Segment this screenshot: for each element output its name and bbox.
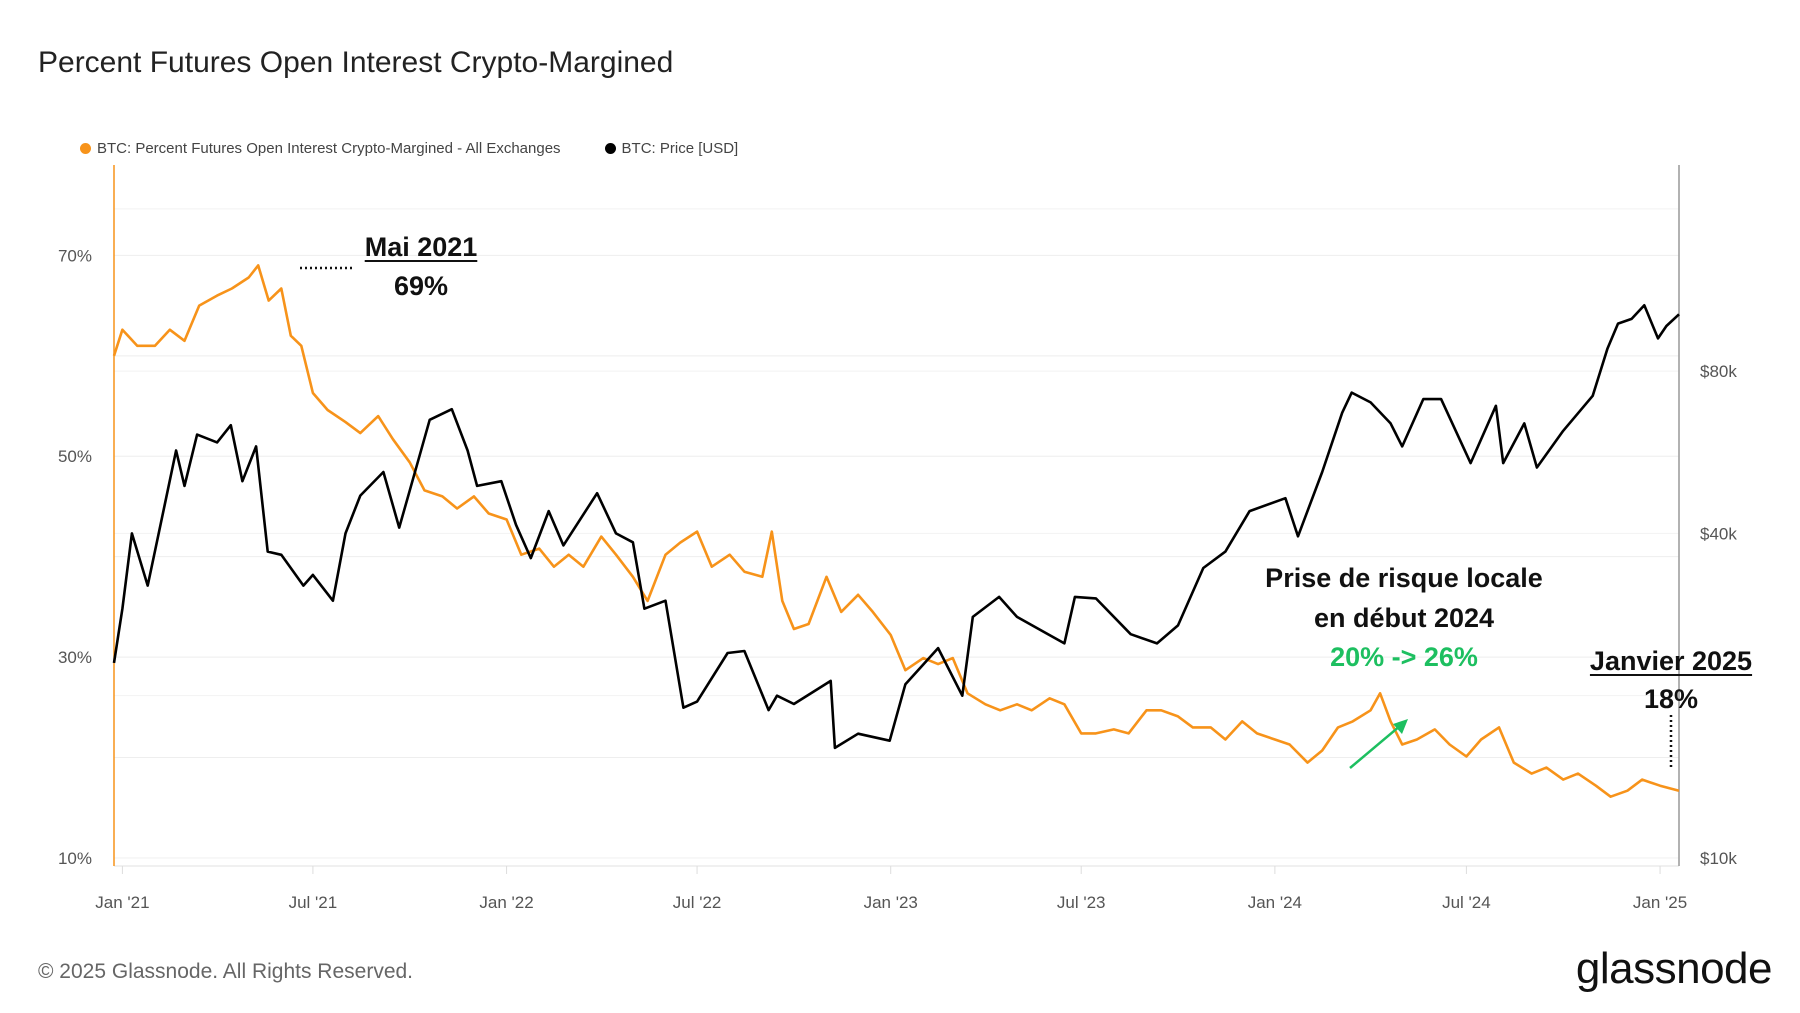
x-tick-label: Jul '23 xyxy=(1057,893,1106,912)
glassnode-logo: glassnode xyxy=(1575,944,1773,993)
y-left-tick-label: 70% xyxy=(58,246,92,265)
x-tick-label: Jul '22 xyxy=(673,893,722,912)
legend-label-percent: BTC: Percent Futures Open Interest Crypt… xyxy=(97,140,561,157)
black-dot-icon xyxy=(604,143,616,154)
annotation-risk-line1: Prise de risque locale xyxy=(1265,563,1543,593)
y-right-tick-label: $40k xyxy=(1700,524,1737,543)
y-right-tick-label: $10k xyxy=(1700,849,1737,868)
annotation-risk-line2: en début 2024 xyxy=(1313,603,1495,633)
x-tick-label: Jul '24 xyxy=(1442,893,1491,912)
chart-title: Percent Futures Open Interest Crypto-Mar… xyxy=(38,46,674,79)
x-tick-label: Jan '23 xyxy=(864,893,918,912)
x-tick-label: Jan '22 xyxy=(479,893,533,912)
btc-price-line xyxy=(112,303,1680,750)
legend: BTC: Percent Futures Open Interest Crypt… xyxy=(80,140,738,157)
x-tick-label: Jul '21 xyxy=(289,893,338,912)
annotation-jan-2025-value: 18% xyxy=(1643,684,1699,714)
y-left-tick-label: 10% xyxy=(58,849,92,868)
y-right-tick-label: $80k xyxy=(1700,362,1737,381)
annotation-jan-2025-title: Janvier 2025 xyxy=(1589,646,1753,676)
orange-dot-icon xyxy=(80,143,91,154)
copyright: © 2025 Glassnode. All Rights Reserved. xyxy=(38,960,414,983)
legend-item-price[interactable]: BTC: Price [USD] xyxy=(604,140,739,157)
x-tick-label: Jan '24 xyxy=(1248,893,1302,912)
legend-item-percent[interactable]: BTC: Percent Futures Open Interest Crypt… xyxy=(80,140,561,157)
annotation-may-2021-title: Mai 2021 xyxy=(364,232,478,262)
y-left-tick-label: 50% xyxy=(58,447,92,466)
annotation-risk-change: 20% -> 26% xyxy=(1330,642,1478,672)
y-left-tick-label: 30% xyxy=(58,648,92,667)
x-tick-label: Jan '21 xyxy=(95,893,149,912)
green-arrow-head-icon xyxy=(1393,719,1408,734)
x-tick-label: Jan '25 xyxy=(1633,893,1687,912)
legend-label-price: BTC: Price [USD] xyxy=(621,140,739,157)
annotation-may-2021-value: 69% xyxy=(393,271,449,301)
percent-oi-line xyxy=(112,264,1680,799)
green-arrow-shaft xyxy=(1349,725,1401,769)
